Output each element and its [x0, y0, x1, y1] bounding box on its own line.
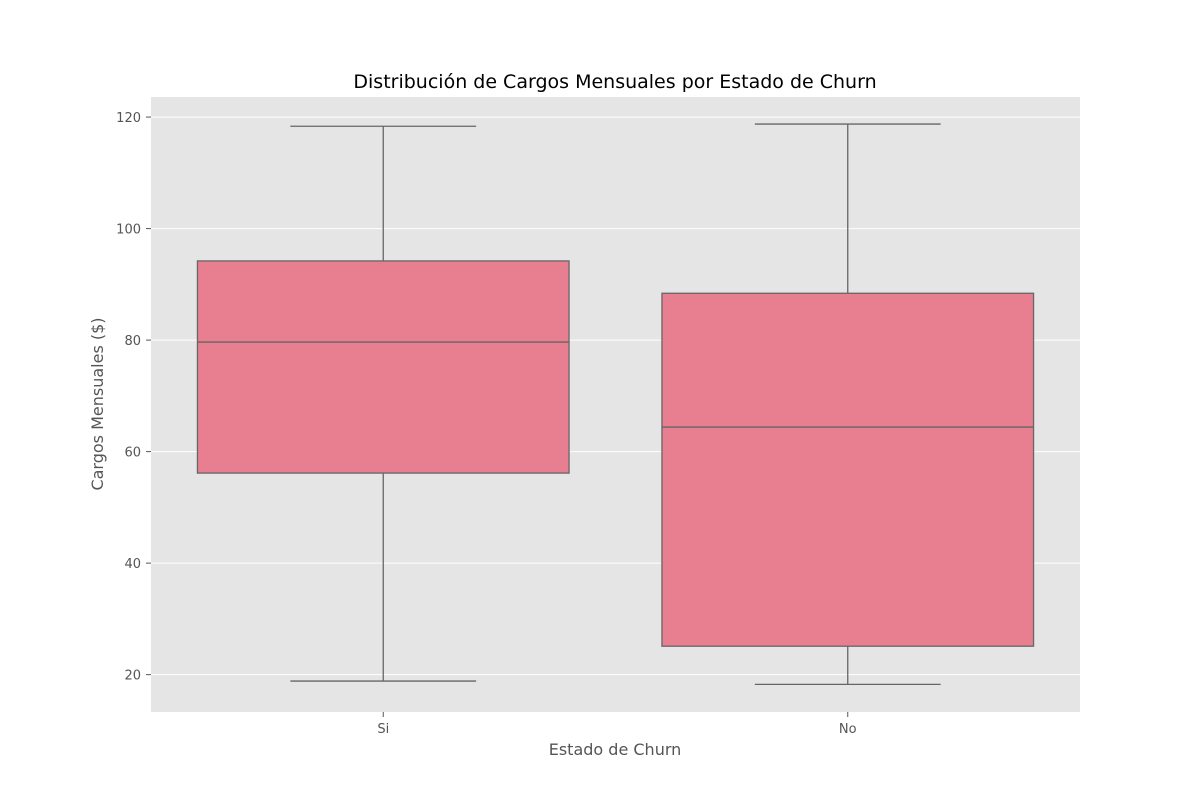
chart-title: Distribución de Cargos Mensuales por Est…	[353, 71, 876, 93]
y-tick-label: 20	[124, 669, 141, 684]
iqr-box	[661, 292, 1035, 647]
y-tick-labels: 20 40 60 80 100 120	[116, 111, 151, 684]
x-tick-labels: Si No	[377, 712, 857, 737]
box-no	[661, 123, 1035, 686]
y-tick-label: 40	[124, 557, 141, 572]
x-tick-label: Si	[377, 722, 389, 737]
y-tick-label: 120	[116, 111, 141, 126]
y-axis-label: Cargos Mensuales ($)	[88, 317, 107, 490]
boxes-layer	[196, 123, 1035, 686]
iqr-box	[196, 260, 570, 474]
y-tick-label: 80	[124, 334, 141, 349]
box-si	[196, 125, 570, 682]
x-axis-label: Estado de Churn	[549, 740, 682, 759]
y-tick-label: 60	[124, 446, 141, 461]
x-tick-label: No	[839, 722, 857, 737]
y-tick-label: 100	[116, 223, 141, 238]
